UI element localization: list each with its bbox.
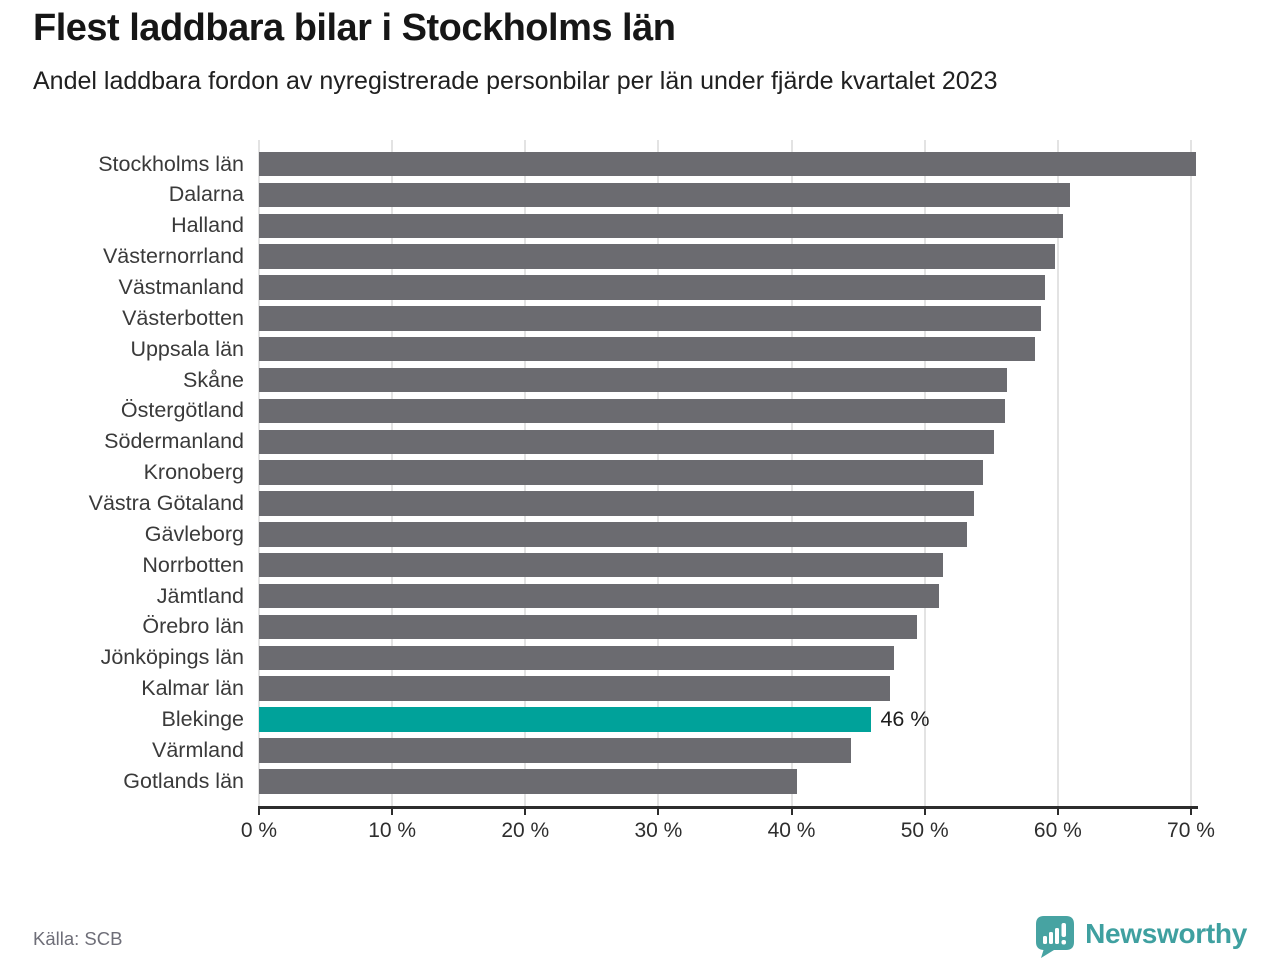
x-axis-tick-label: 30 % — [634, 819, 683, 842]
x-axis-tick — [657, 806, 660, 815]
x-axis-tick-label: 70 % — [1167, 819, 1215, 842]
newsworthy-logo-icon — [1034, 915, 1076, 959]
y-axis-label: Västerbotten — [122, 305, 244, 330]
bar — [259, 367, 1008, 393]
x-axis-tick — [258, 806, 260, 815]
bar — [259, 738, 852, 763]
bar — [259, 769, 797, 794]
newsworthy-brand: Newsworthy — [1034, 915, 1247, 959]
y-axis-label: Västernorrland — [102, 244, 244, 269]
x-axis-tick-label: 60 % — [1033, 819, 1082, 842]
x-axis-tick-label: 0 % — [240, 819, 278, 842]
bar — [259, 398, 1005, 424]
x-axis-tick — [790, 806, 793, 815]
bar-chart-plot-area: 46 % 0 % 10 % 20 % 30 % 40 % 50 % 60 % 70 % — [241, 140, 1219, 842]
bar — [259, 552, 944, 578]
x-axis-tick — [923, 806, 926, 815]
x-axis-line — [259, 806, 1198, 809]
y-axis-label: Gotlands län — [123, 768, 244, 793]
source-note: Källa: SCB — [33, 928, 123, 949]
bar — [259, 645, 895, 671]
bar — [259, 522, 968, 547]
x-axis-tick-label: 50 % — [900, 819, 949, 842]
y-axis-label: Norrbotten — [142, 552, 244, 577]
y-axis-label: Värmland — [151, 737, 244, 762]
y-axis-label: Skåne — [183, 367, 244, 392]
bar — [259, 583, 940, 609]
y-axis-label: Blekinge — [161, 707, 244, 732]
bar — [259, 182, 1070, 208]
bar-value-label: 46 % — [880, 707, 930, 732]
x-axis-tick — [391, 806, 394, 815]
page-subtitle: Andel laddbara fordon av nyregistrerade … — [33, 67, 998, 95]
bar — [259, 676, 891, 701]
x-axis-tick-label: 20 % — [501, 819, 550, 842]
y-axis-label: Gävleborg — [144, 521, 244, 546]
y-axis-label: Kronoberg — [143, 460, 244, 485]
y-axis-label: Kalmar län — [141, 676, 244, 701]
bar-highlighted — [259, 707, 872, 732]
bar — [259, 491, 974, 516]
bar — [259, 151, 1197, 177]
bar — [259, 275, 1045, 300]
y-axis-label: Jönköpings län — [100, 645, 244, 670]
bar — [259, 614, 917, 640]
bar — [259, 460, 984, 485]
y-axis-labels: Stockholms län Dalarna Halland Västernorrla… — [0, 140, 244, 806]
x-axis-tick-label: 40 % — [767, 819, 816, 842]
gridline — [1056, 140, 1059, 806]
y-axis-label: Östergötland — [120, 398, 244, 423]
y-axis-label: Uppsala län — [130, 336, 244, 361]
page-title: Flest laddbara bilar i Stockholms län — [33, 7, 676, 49]
bar — [259, 213, 1064, 239]
y-axis-label: Stockholms län — [98, 151, 244, 176]
y-axis-label: Södermanland — [104, 429, 244, 454]
x-axis-tick — [1189, 806, 1192, 815]
y-axis-label: Västra Götaland — [88, 491, 244, 515]
y-axis-label: Örebro län — [142, 614, 244, 639]
x-axis-tick — [1056, 806, 1059, 815]
y-axis-label: Västmanland — [118, 274, 245, 299]
y-axis-label: Jämtland — [156, 583, 244, 608]
y-axis-label: Halland — [171, 213, 244, 238]
bar — [259, 244, 1056, 269]
bar — [259, 306, 1041, 331]
bar — [259, 336, 1036, 362]
bar — [259, 429, 994, 455]
x-axis-tick-label: 10 % — [368, 819, 417, 842]
y-axis-label: Dalarna — [168, 182, 244, 207]
gridline — [1189, 140, 1192, 806]
newsworthy-brand-text: Newsworthy — [1085, 918, 1247, 949]
x-axis-tick — [524, 806, 527, 815]
